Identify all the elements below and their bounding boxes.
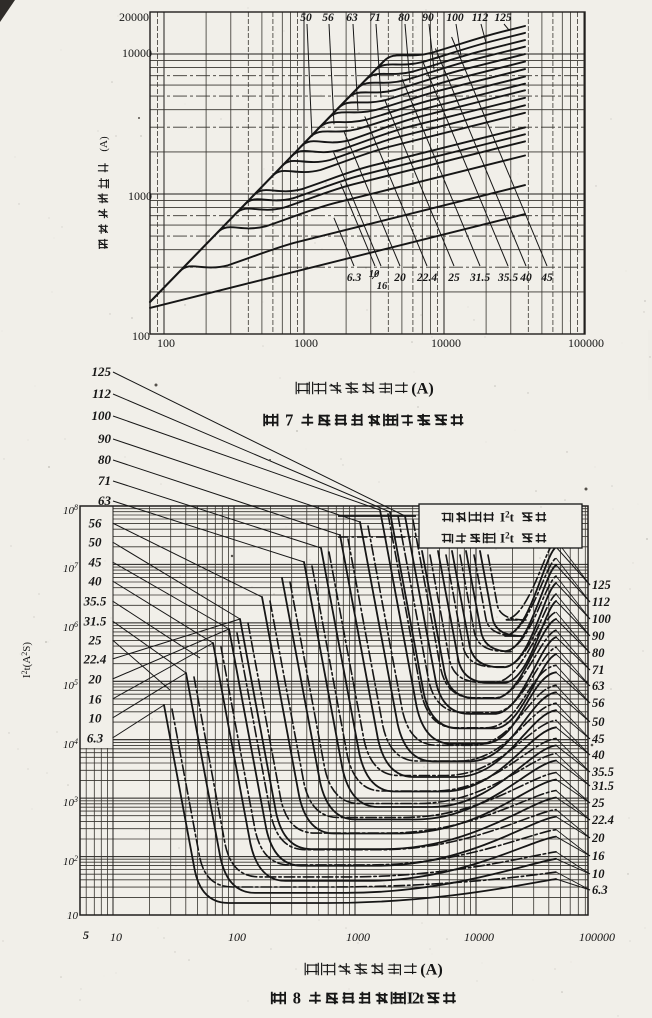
- svg-text:(A): (A): [98, 136, 110, 152]
- svg-text:63: 63: [346, 12, 358, 24]
- svg-text:31.5: 31.5: [591, 779, 614, 793]
- svg-text:40: 40: [88, 574, 103, 589]
- svg-text:63: 63: [98, 493, 112, 508]
- svg-text:100: 100: [132, 329, 150, 343]
- svg-text:40: 40: [591, 748, 605, 762]
- svg-text:50: 50: [300, 12, 312, 24]
- svg-text:40: 40: [519, 272, 532, 284]
- svg-text:35.5: 35.5: [497, 272, 518, 284]
- svg-text:31.5: 31.5: [469, 272, 490, 284]
- svg-text:90: 90: [422, 12, 434, 24]
- svg-text:10000: 10000: [464, 930, 494, 944]
- svg-text:100: 100: [228, 930, 246, 944]
- svg-text:80: 80: [592, 646, 605, 660]
- svg-text:1000: 1000: [128, 189, 152, 203]
- svg-text:25: 25: [591, 796, 605, 810]
- svg-text:100: 100: [446, 12, 464, 24]
- svg-text:16: 16: [377, 281, 388, 292]
- svg-text:10: 10: [89, 711, 103, 726]
- svg-text:100000: 100000: [568, 336, 604, 350]
- svg-text:I2t: I2t: [500, 510, 515, 525]
- svg-text:I: I: [407, 989, 413, 1008]
- svg-text:20: 20: [88, 672, 103, 687]
- svg-text:6.3: 6.3: [87, 731, 104, 746]
- svg-text:100: 100: [92, 408, 112, 423]
- svg-text:71: 71: [98, 473, 111, 488]
- svg-text:1000: 1000: [294, 336, 318, 350]
- svg-text:71: 71: [369, 12, 381, 24]
- svg-text:20: 20: [591, 831, 605, 845]
- svg-text:22.4: 22.4: [591, 813, 614, 827]
- svg-text:56: 56: [592, 696, 605, 710]
- svg-text:22.4: 22.4: [83, 652, 107, 667]
- svg-text:22.4: 22.4: [416, 272, 437, 284]
- svg-text:7: 7: [285, 411, 293, 430]
- svg-text:10000: 10000: [431, 336, 461, 350]
- svg-text:63: 63: [592, 679, 605, 693]
- svg-text:(A): (A): [420, 961, 442, 979]
- svg-text:10: 10: [369, 269, 380, 280]
- svg-text:10: 10: [110, 930, 122, 944]
- svg-text:56: 56: [322, 12, 334, 24]
- svg-text:112: 112: [92, 386, 111, 401]
- svg-text:I2t: I2t: [500, 531, 515, 546]
- svg-text:35.5: 35.5: [591, 765, 614, 779]
- svg-text:5: 5: [83, 928, 89, 942]
- svg-text:2: 2: [412, 989, 420, 1008]
- svg-text:31.5: 31.5: [83, 614, 107, 629]
- svg-text:35.5: 35.5: [83, 594, 107, 609]
- svg-text:80: 80: [398, 12, 410, 24]
- svg-text:90: 90: [98, 431, 112, 446]
- svg-text:(A): (A): [411, 380, 433, 398]
- svg-text:125: 125: [494, 12, 512, 24]
- svg-text:6.3: 6.3: [592, 883, 608, 897]
- svg-text:16: 16: [592, 849, 605, 863]
- svg-text:25: 25: [447, 272, 460, 284]
- svg-text:125: 125: [92, 364, 112, 379]
- svg-text:80: 80: [98, 452, 112, 467]
- svg-text:t: t: [419, 989, 425, 1008]
- svg-text:112: 112: [472, 12, 489, 24]
- svg-text:125: 125: [592, 578, 611, 592]
- svg-text:100000: 100000: [579, 930, 615, 944]
- svg-text:100: 100: [592, 612, 612, 626]
- svg-text:16: 16: [89, 692, 103, 707]
- svg-text:90: 90: [592, 629, 605, 643]
- svg-text:6.3: 6.3: [347, 272, 362, 284]
- svg-text:1000: 1000: [346, 930, 370, 944]
- svg-text:50: 50: [592, 715, 605, 729]
- svg-text:20000: 20000: [119, 10, 149, 24]
- svg-text:10000: 10000: [122, 46, 152, 60]
- svg-text:45: 45: [540, 272, 553, 284]
- svg-text:I2t(A2S): I2t(A2S): [20, 642, 33, 678]
- svg-text:56: 56: [89, 516, 103, 531]
- svg-text:100: 100: [157, 336, 175, 350]
- svg-text:10: 10: [67, 910, 79, 922]
- svg-text:8: 8: [293, 989, 301, 1008]
- svg-text:20: 20: [393, 272, 406, 284]
- svg-text:45: 45: [88, 555, 103, 570]
- svg-text:10: 10: [592, 867, 605, 881]
- svg-text:25: 25: [88, 633, 103, 648]
- svg-text:112: 112: [592, 595, 610, 609]
- svg-text:50: 50: [89, 535, 103, 550]
- svg-text:71: 71: [592, 663, 605, 677]
- svg-text:45: 45: [591, 732, 605, 746]
